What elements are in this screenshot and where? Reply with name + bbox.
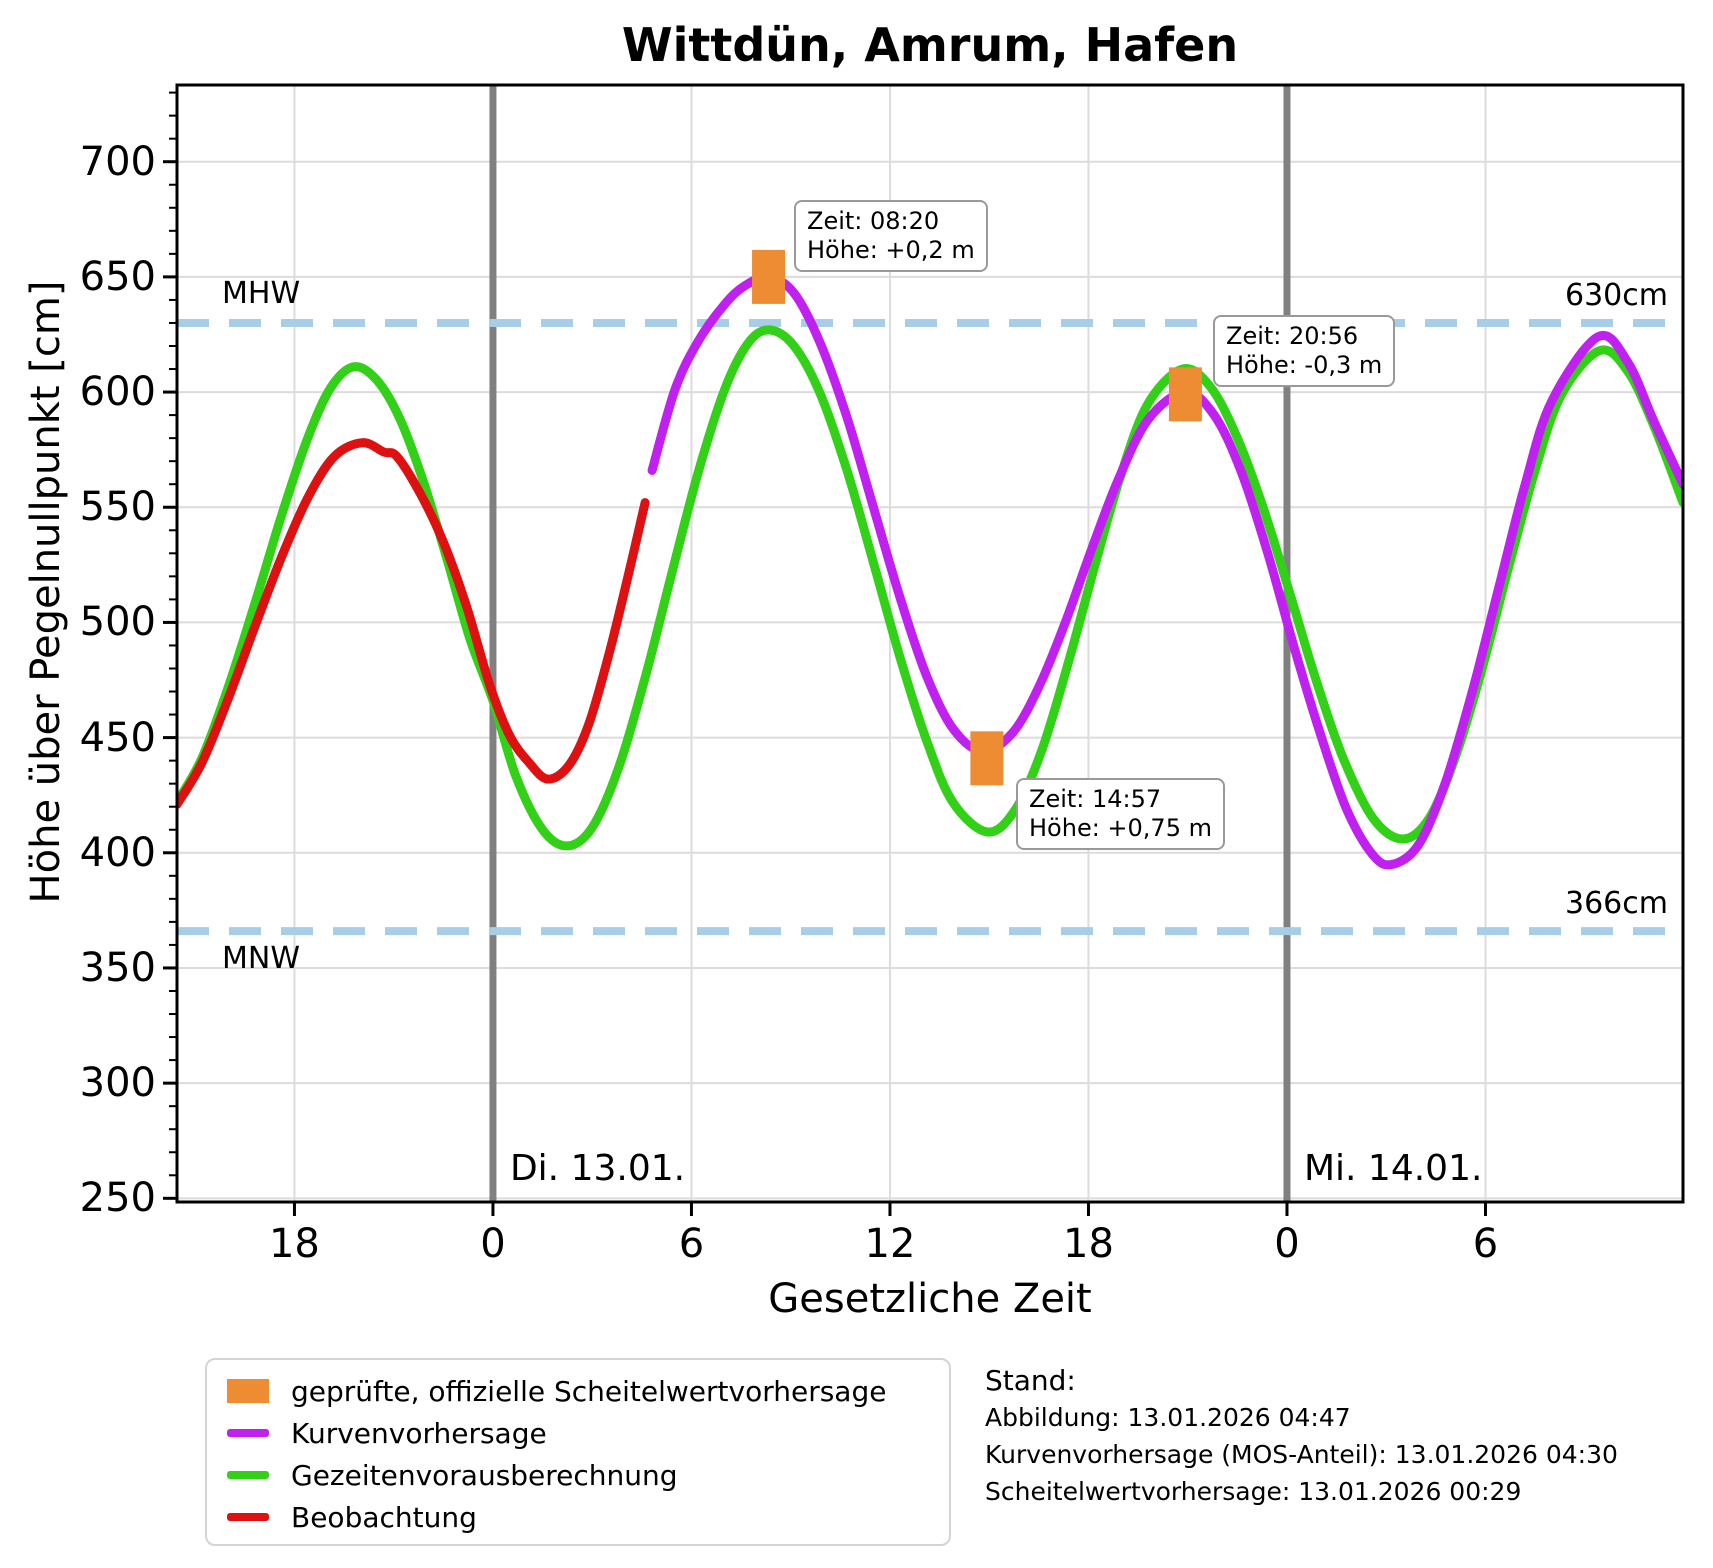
legend-item-scheitelwertvorhersage: geprüfte, offizielle Scheitelwertvorhers… — [227, 1370, 949, 1412]
mhw-label: MHW — [222, 276, 301, 311]
scheitelwert-marker — [970, 731, 1004, 786]
scheitelwert-swatch-icon — [227, 1379, 269, 1403]
x-tick-label: 18 — [1063, 1221, 1114, 1267]
day-boundary-lines — [489, 85, 1291, 1202]
x-tick-label: 0 — [1274, 1221, 1300, 1267]
x-tick-label: 6 — [1472, 1221, 1499, 1267]
gezeiten-line-icon — [227, 1471, 269, 1479]
annotation-hoehe: Höhe: +0,75 m — [1029, 814, 1212, 842]
legend-item-beobachtung: Beobachtung — [227, 1496, 949, 1538]
curve-kurvenvorhersage — [647, 272, 1683, 870]
legend-item-label: geprüfte, offizielle Scheitelwertvorhers… — [291, 1374, 887, 1408]
beobachtung-line-icon — [227, 1513, 269, 1521]
mnw-label: MNW — [222, 941, 300, 976]
legend-item-gezeitenvorausberechnung: Gezeitenvorausberechnung — [227, 1454, 949, 1496]
mhw-value-label: 630cm — [1565, 278, 1668, 313]
stand-scheitelwertvorhersage: Scheitelwertvorhersage: 13.01.2026 00:29 — [985, 1477, 1522, 1506]
y-tick-label: 350 — [79, 944, 156, 991]
annotation-zeit: Zeit: 14:57 — [1029, 785, 1162, 813]
x-tick-label: 6 — [678, 1221, 705, 1267]
curves — [177, 272, 1683, 870]
legend-item-label: Beobachtung — [291, 1500, 477, 1534]
reference-lines — [177, 318, 1683, 936]
stand-kurvenvorhersage: Kurvenvorhersage (MOS-Anteil): 13.01.202… — [985, 1440, 1618, 1469]
annotation-low-1457: Zeit: 14:57 Höhe: +0,75 m — [1016, 778, 1225, 850]
y-tick-label: 400 — [79, 829, 156, 876]
y-tick-label: 550 — [79, 484, 156, 531]
x-tick-label: 18 — [268, 1221, 320, 1267]
legend-item-label: Kurvenvorhersage — [291, 1416, 547, 1450]
stand-heading: Stand: — [985, 1364, 1076, 1397]
day-label-di-13-01: Di. 13.01. — [509, 1148, 686, 1189]
y-tick-label: 300 — [79, 1060, 156, 1107]
y-tick-label: 250 — [79, 1175, 156, 1222]
x-axis-label: Gesetzliche Zeit — [768, 1276, 1092, 1322]
scheitelwert-marker — [1168, 367, 1202, 422]
annotation-zeit: Zeit: 08:20 — [807, 207, 940, 235]
scheitelwert-markers — [752, 249, 1202, 786]
curve-beobachtung — [177, 438, 650, 809]
annotation-zeit: Zeit: 20:56 — [1226, 322, 1359, 350]
legend: geprüfte, offizielle Scheitelwertvorhers… — [205, 1358, 951, 1546]
stand-abbildung: Abbildung: 13.01.2026 04:47 — [985, 1403, 1351, 1432]
annotation-hoehe: Höhe: +0,2 m — [807, 236, 975, 264]
y-tick-label: 700 — [79, 138, 156, 185]
axes — [163, 83, 1685, 1216]
y-tick-label: 450 — [79, 714, 156, 761]
x-tick-label: 0 — [480, 1221, 506, 1267]
day-label-mi-14-01: Mi. 14.01. — [1303, 1148, 1483, 1189]
stand-info: Stand: Abbildung: 13.01.2026 04:47 Kurve… — [985, 1362, 1618, 1510]
annotation-hoehe: Höhe: -0,3 m — [1226, 351, 1383, 379]
x-tick-label: 12 — [864, 1221, 916, 1267]
kurvenvorhersage-line-icon — [227, 1429, 269, 1437]
y-tick-label: 600 — [79, 369, 156, 416]
scheitelwert-marker — [752, 249, 786, 304]
annotation-peak-2056: Zeit: 20:56 Höhe: -0,3 m — [1213, 315, 1396, 387]
page-title: Wittdün, Amrum, Hafen — [621, 18, 1239, 72]
legend-item-kurvenvorhersage: Kurvenvorhersage — [227, 1412, 949, 1454]
y-tick-label: 650 — [79, 253, 156, 300]
legend-item-label: Gezeitenvorausberechnung — [291, 1458, 678, 1492]
annotation-peak-0820: Zeit: 08:20 Höhe: +0,2 m — [794, 200, 988, 272]
mnw-value-label: 366cm — [1565, 886, 1668, 921]
y-tick-label: 500 — [79, 599, 156, 646]
curve-gezeitenvorausberechnung — [177, 325, 1683, 851]
